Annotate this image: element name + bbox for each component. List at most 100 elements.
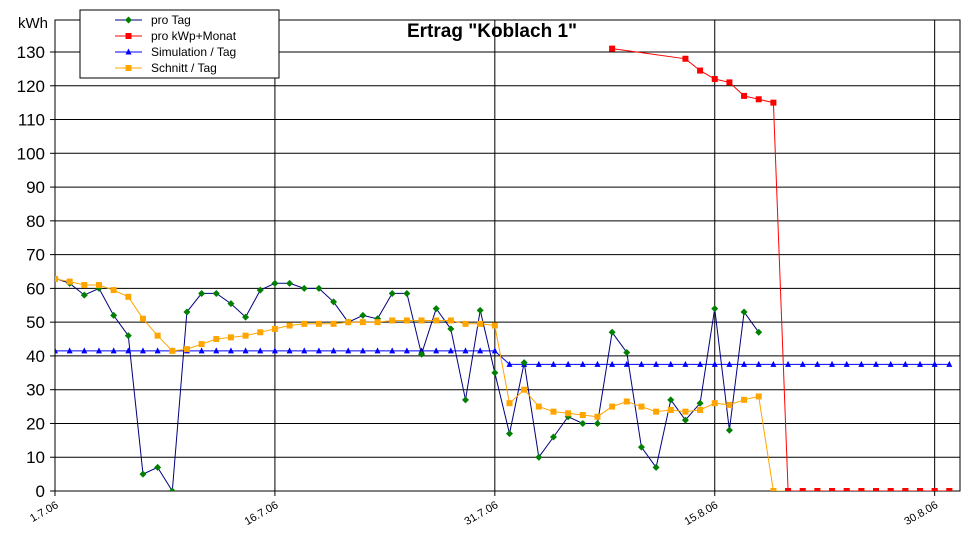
data-point [579,419,587,427]
data-point [799,360,806,367]
y-tick-label: 0 [36,482,45,501]
data-point [535,403,542,410]
data-point [931,360,938,367]
data-point [521,386,528,393]
data-point [403,317,410,324]
data-point [726,79,733,86]
y-tick-label: 60 [26,279,45,298]
data-point [81,347,88,354]
data-point [257,347,264,354]
data-point [814,360,821,367]
y-axis: 0 10 20 30 40 50 60 70 80 90 100 110 120 130 [17,43,55,501]
data-point [946,360,953,367]
data-point [403,289,411,297]
data-point [55,347,58,354]
y-tick-label: 80 [26,212,45,231]
data-point [345,347,352,354]
data-point [242,332,249,339]
data-point [505,430,513,438]
data-point [169,347,176,354]
data-point [198,341,205,348]
data-point [359,319,366,326]
data-point [110,311,118,319]
data-point [242,313,250,321]
data-point [95,347,102,354]
data-point [535,360,542,367]
data-point [271,347,278,354]
data-point [887,360,894,367]
data-point [66,347,73,354]
y-tick-label: 20 [26,414,45,433]
data-point [594,413,601,420]
data-point [594,360,601,367]
data-point [55,275,58,282]
data-point [403,347,410,354]
y-tick-label: 70 [26,246,45,265]
series-layer [55,45,953,491]
data-point [697,360,704,367]
y-tick-label: 40 [26,347,45,366]
data-point [315,347,322,354]
y-tick-label: 110 [18,111,45,130]
data-point [374,347,381,354]
data-point [785,360,792,367]
data-point [183,308,191,316]
data-point [418,317,425,324]
data-point [462,347,469,354]
data-point [389,317,396,324]
data-point [462,396,470,404]
data-point [637,443,645,451]
data-point [124,332,132,340]
data-point [227,334,234,341]
data-point [653,408,660,415]
legend-marker [125,65,132,71]
data-point [139,347,146,354]
data-point [770,488,777,491]
data-point [491,369,499,377]
data-point [755,96,762,103]
data-point [315,320,322,327]
data-point [462,320,469,327]
data-point [389,347,396,354]
data-point [917,488,923,491]
y-tick-label: 90 [26,178,45,197]
data-point [741,360,748,367]
data-point [711,76,718,83]
data-point [609,403,616,410]
data-point [696,399,704,407]
data-point [946,488,953,491]
legend-entry: pro Tag [151,13,191,27]
data-point [843,360,850,367]
data-point [271,279,279,287]
plot-frame [54,19,961,492]
data-point [476,306,484,314]
data-point [814,488,821,491]
data-point [858,488,865,491]
data-point [213,336,220,343]
legend-marker [125,33,132,39]
data-point [653,360,660,367]
data-point [506,400,513,407]
data-point [447,347,454,354]
data-point [286,322,293,329]
data-point [902,488,909,491]
data-point [711,360,718,367]
data-point [697,406,704,413]
data-point [359,311,367,319]
data-point [66,278,73,285]
data-point [330,347,337,354]
data-point [755,393,762,400]
data-point [256,286,264,294]
data-point [931,488,938,491]
data-point [550,408,557,415]
data-point [623,398,630,405]
data-point [682,408,689,415]
data-point [652,463,660,471]
y-tick-label: 50 [26,313,45,332]
data-point [609,360,616,367]
data-point [447,317,454,324]
series-1 [609,45,953,491]
data-point [667,360,674,367]
data-point [491,322,498,329]
data-point [829,488,836,491]
